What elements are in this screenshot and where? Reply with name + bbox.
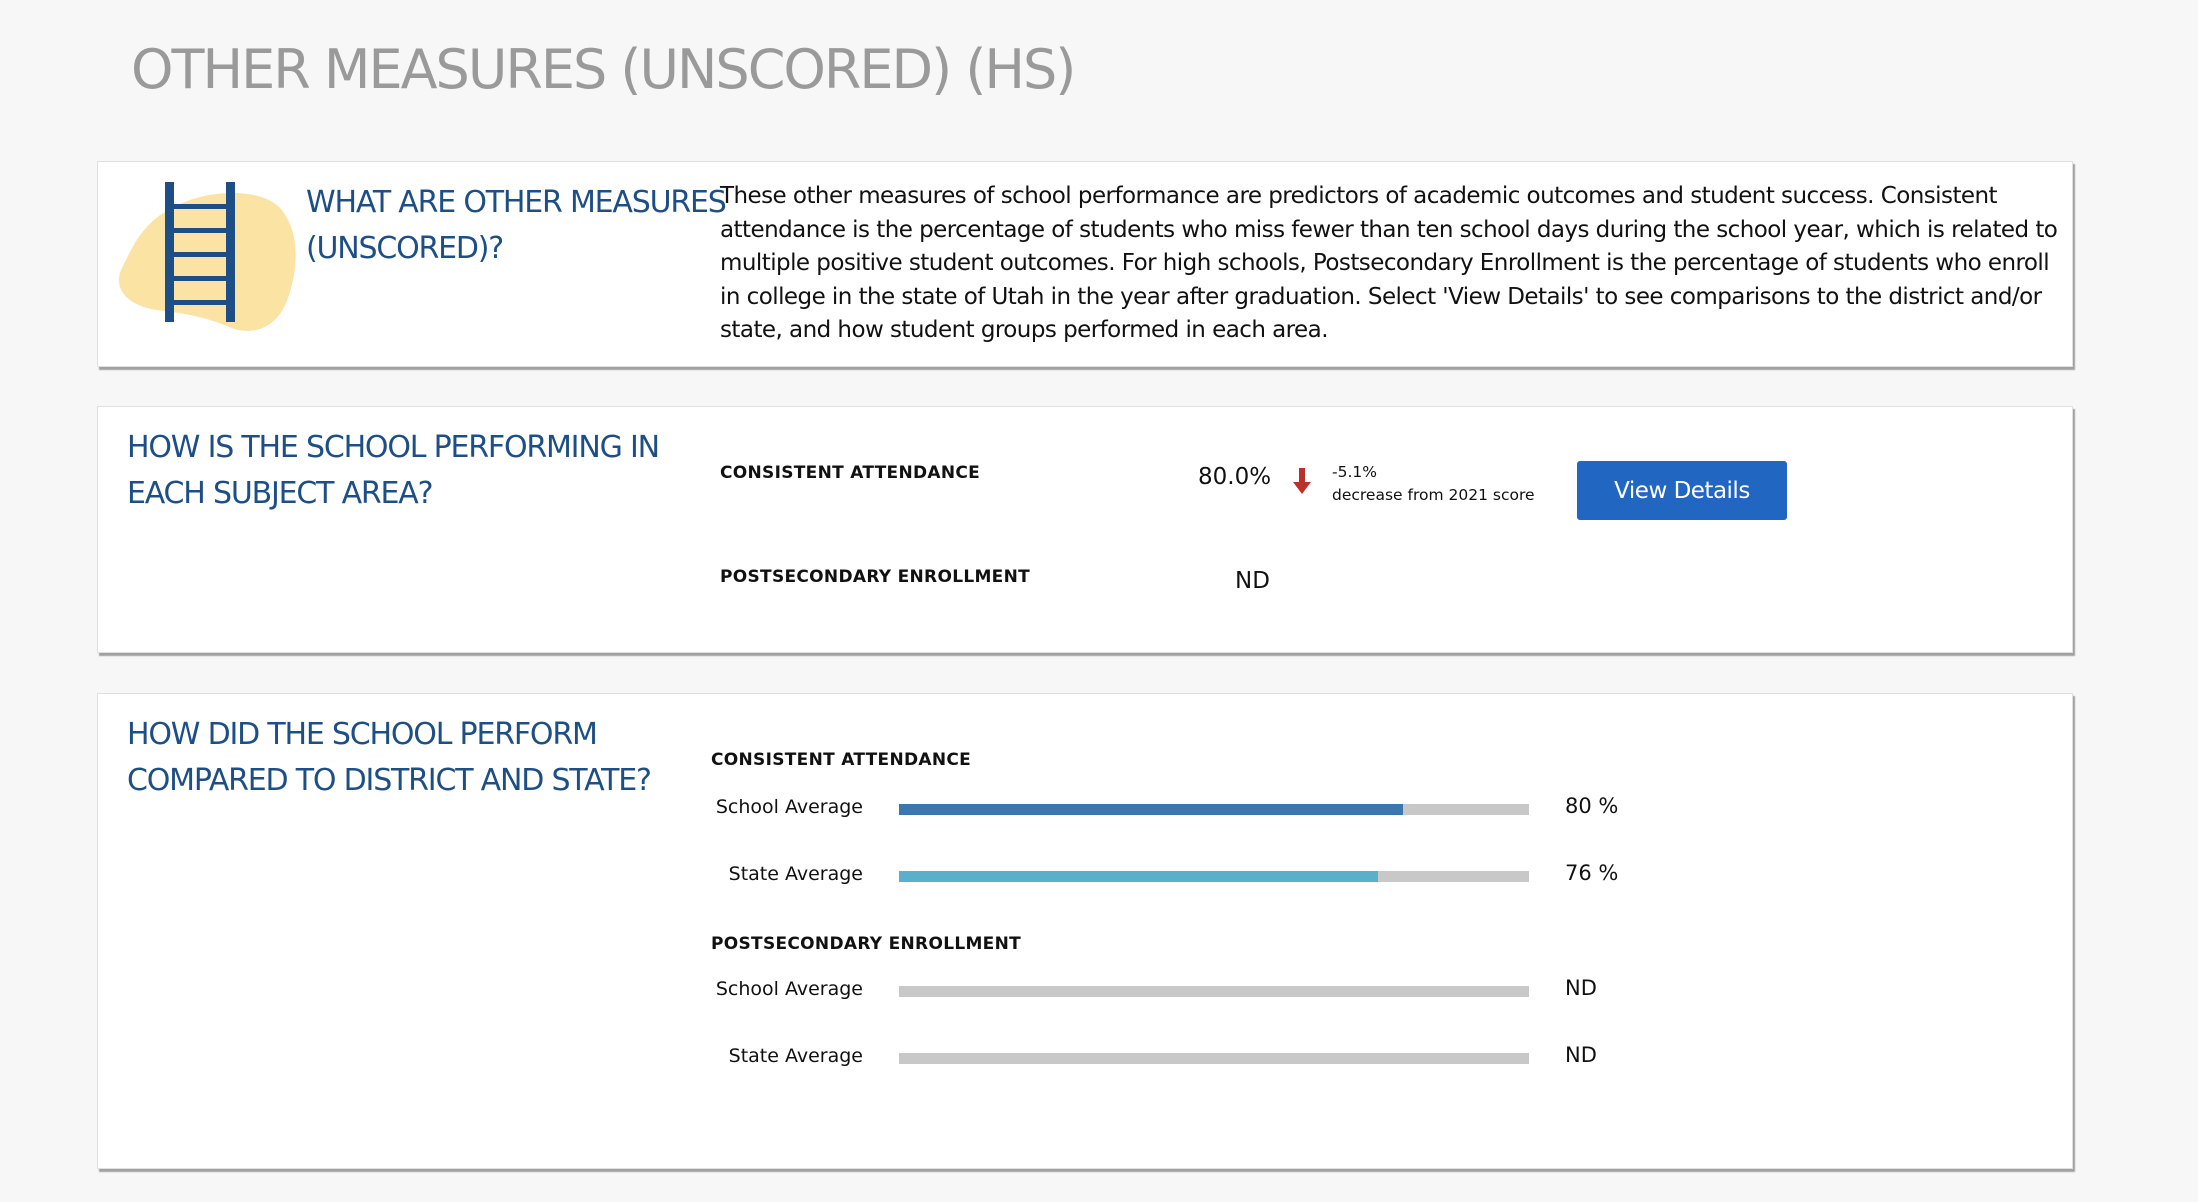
- postsecondary-enrollment-value: ND: [1235, 568, 1270, 594]
- performance-card: HOW IS THE SCHOOL PERFORMING IN EACH SUB…: [97, 406, 2073, 653]
- bar-value-enrollment-school: ND: [1565, 976, 1597, 1000]
- intro-heading-line1: WHAT ARE OTHER MEASURES: [306, 185, 727, 220]
- attendance-change-note: decrease from 2021 score: [1332, 486, 1535, 504]
- comparison-section-attendance-label: CONSISTENT ATTENDANCE: [711, 750, 972, 770]
- intro-heading: WHAT ARE OTHER MEASURES (UNSCORED)?: [306, 180, 806, 272]
- comparison-section-enrollment-label: POSTSECONDARY ENROLLMENT: [711, 934, 1022, 954]
- bar-track-attendance-state: [899, 871, 1529, 882]
- intro-heading-line2: (UNSCORED)?: [306, 231, 504, 266]
- attendance-change-value: -5.1%: [1332, 463, 1377, 481]
- bar-track-attendance-school: [899, 804, 1529, 815]
- attendance-change: -5.1% decrease from 2021 score: [1332, 461, 1535, 507]
- performance-heading: HOW IS THE SCHOOL PERFORMING IN EACH SUB…: [127, 425, 687, 517]
- consistent-attendance-value: 80.0%: [1198, 464, 1272, 490]
- postsecondary-enrollment-label: POSTSECONDARY ENROLLMENT: [720, 567, 1031, 587]
- intro-description: These other measures of school performan…: [720, 183, 2058, 343]
- bar-label-enrollment-state: State Average: [728, 1045, 863, 1067]
- view-details-button[interactable]: View Details: [1577, 461, 1787, 520]
- bar-track-enrollment-school: [899, 986, 1529, 997]
- page-title: OTHER MEASURES (UNSCORED) (HS): [131, 38, 1076, 101]
- bar-fill-attendance-state: [899, 871, 1378, 882]
- bar-label-attendance-school: School Average: [715, 796, 863, 818]
- bar-fill-attendance-school: [899, 804, 1403, 815]
- comparison-heading-line1: HOW DID THE SCHOOL PERFORM: [127, 717, 598, 752]
- bar-value-enrollment-state: ND: [1565, 1043, 1597, 1067]
- comparison-heading: HOW DID THE SCHOOL PERFORM COMPARED TO D…: [127, 712, 687, 804]
- comparison-card: HOW DID THE SCHOOL PERFORM COMPARED TO D…: [97, 693, 2073, 1169]
- bar-track-enrollment-state: [899, 1053, 1529, 1064]
- arrow-down-icon: [1293, 468, 1311, 494]
- performance-heading-line2: EACH SUBJECT AREA?: [127, 476, 434, 511]
- bar-label-enrollment-school: School Average: [715, 978, 863, 1000]
- comparison-heading-line2: COMPARED TO DISTRICT AND STATE?: [127, 763, 652, 798]
- intro-card: WHAT ARE OTHER MEASURES (UNSCORED)? Thes…: [97, 161, 2073, 367]
- bar-label-attendance-state: State Average: [728, 863, 863, 885]
- consistent-attendance-label: CONSISTENT ATTENDANCE: [720, 463, 981, 483]
- performance-heading-line1: HOW IS THE SCHOOL PERFORMING IN: [127, 430, 660, 465]
- ladder-icon: [118, 182, 296, 331]
- bar-value-attendance-school: 80 %: [1565, 794, 1619, 818]
- bar-value-attendance-state: 76 %: [1565, 861, 1619, 885]
